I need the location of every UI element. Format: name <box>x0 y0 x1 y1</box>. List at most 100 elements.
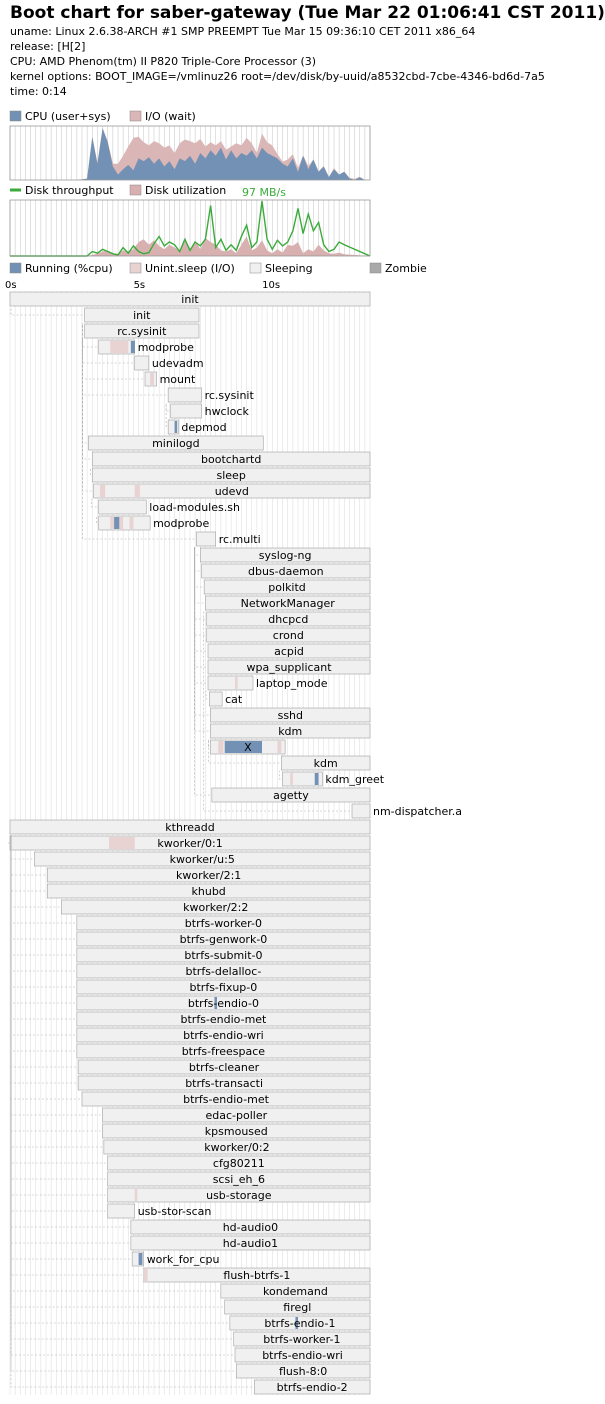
process-bar <box>170 403 202 419</box>
process-bar <box>206 611 371 627</box>
process-name-label: mount <box>160 373 196 386</box>
process-parent-connector <box>82 339 133 364</box>
sleeping-legend-label: Sleeping <box>265 262 313 275</box>
process-bar <box>84 307 200 323</box>
process-name-label: btrfs-cleaner <box>189 1061 260 1074</box>
process-bar <box>253 1379 371 1395</box>
uninterruptible-sleep-legend-swatch <box>129 262 142 274</box>
process-bar <box>205 595 371 611</box>
process-io-segment <box>290 773 293 785</box>
process-parent-connector <box>194 547 210 796</box>
process-bar <box>203 579 371 595</box>
time-axis-tick-label: 0s <box>5 280 17 291</box>
release-line: release: [H[2] <box>10 40 86 53</box>
process-parent-connector <box>165 403 169 412</box>
process-name-label: udevadm <box>152 357 204 370</box>
process-parent-connector <box>82 323 195 540</box>
process-cpu-segment <box>114 517 120 529</box>
process-bar <box>9 291 371 307</box>
process-parent-connector <box>194 547 209 716</box>
boot-time-line: time: 0:14 <box>10 85 67 98</box>
process-bar <box>76 963 371 979</box>
process-name-label: X <box>244 741 252 754</box>
process-bar <box>102 1107 371 1123</box>
process-name-label: cfg80211 <box>213 1157 265 1170</box>
process-name-label: btrfs-freespace <box>182 1045 266 1058</box>
process-name-label: work_for_cpu <box>147 1253 220 1266</box>
process-name-label: cat <box>225 693 243 706</box>
process-cpu-segment <box>314 773 319 785</box>
process-bar <box>76 947 371 963</box>
process-bar <box>76 915 371 931</box>
process-bar <box>207 675 254 691</box>
process-name-label: rc.multi <box>219 533 261 546</box>
process-bar <box>107 1171 371 1187</box>
process-bar <box>107 1155 371 1171</box>
process-bar <box>46 867 371 883</box>
uname-line: uname: Linux 2.6.38-ARCH #1 SMP PREEMPT … <box>10 25 476 38</box>
process-name-label: acpid <box>274 645 304 658</box>
process-name-label: btrfs-submit-0 <box>184 949 262 962</box>
process-name-label: rc.sysinit <box>205 389 255 402</box>
process-parent-connector <box>10 835 235 1372</box>
process-name-label: modprobe <box>153 517 209 530</box>
process-bar <box>207 659 371 675</box>
process-bar <box>88 435 264 451</box>
process-name-label: firegl <box>283 1301 311 1314</box>
process-parent-connector <box>10 835 75 956</box>
process-bar <box>84 323 200 339</box>
process-name-label: sleep <box>217 469 246 482</box>
process-bar <box>9 819 371 835</box>
time-axis-tick-label: 5s <box>134 280 146 291</box>
process-name-label: modprobe <box>138 341 194 354</box>
process-bar <box>93 483 371 499</box>
process-parent-connector <box>10 307 83 316</box>
process-name-label: wpa_supplicant <box>247 661 333 674</box>
process-bar <box>103 1139 371 1155</box>
process-name-label: kworker/0:2 <box>204 1141 269 1154</box>
process-bar <box>134 355 150 371</box>
process-name-label: dbus-daemon <box>248 565 324 578</box>
process-name-label: kdm_greet <box>325 773 384 786</box>
process-name-label: udevd <box>215 485 249 498</box>
cpu-legend-label: CPU (user+sys) <box>25 110 111 123</box>
process-bar <box>210 723 371 739</box>
sleeping-legend-swatch <box>249 262 262 274</box>
process-bar <box>76 1043 371 1059</box>
process-io-segment <box>143 1269 148 1281</box>
process-bar <box>131 1251 145 1267</box>
process-bar <box>102 1123 371 1139</box>
process-parent-connector <box>82 339 97 348</box>
process-bar <box>207 643 371 659</box>
process-bar <box>280 755 371 771</box>
process-name-label: kondemand <box>263 1285 328 1298</box>
zombie-legend-swatch <box>369 262 382 274</box>
process-bar <box>206 627 371 643</box>
process-cpu-segment <box>130 341 135 353</box>
kernel-options-line: kernel options: BOOT_IMAGE=/vmlinuz26 ro… <box>10 70 545 83</box>
process-name-label: syslog-ng <box>259 549 312 562</box>
process-parent-connector <box>205 691 208 700</box>
process-name-label: kworker/2:2 <box>183 901 248 914</box>
process-bar <box>9 835 371 851</box>
process-bar <box>76 995 371 1011</box>
process-name-label: btrfs-endio-1 <box>264 1317 335 1330</box>
process-name-label: hwclock <box>205 405 250 418</box>
process-name-label: btrfs-endio-wri <box>183 1029 264 1042</box>
cpu-legend-swatch <box>9 110 22 122</box>
process-bar <box>199 547 371 563</box>
process-bar <box>91 467 371 483</box>
process-name-label: btrfs-endio-wri <box>262 1349 343 1362</box>
disk-util-legend-swatch <box>129 184 142 196</box>
process-parent-connector <box>82 323 92 492</box>
zombie-legend-label: Zombie <box>385 262 427 275</box>
io-legend-label: I/O (wait) <box>145 110 196 123</box>
process-bar <box>107 1187 371 1203</box>
process-name-label: hd-audio0 <box>223 1221 278 1234</box>
process-parent-connector <box>194 547 204 604</box>
process-bar <box>224 1299 371 1315</box>
process-name-label: hd-audio1 <box>223 1237 278 1250</box>
process-cpu-segment <box>224 741 262 753</box>
process-bar <box>76 1011 371 1027</box>
process-name-label: kworker/u:5 <box>170 853 235 866</box>
